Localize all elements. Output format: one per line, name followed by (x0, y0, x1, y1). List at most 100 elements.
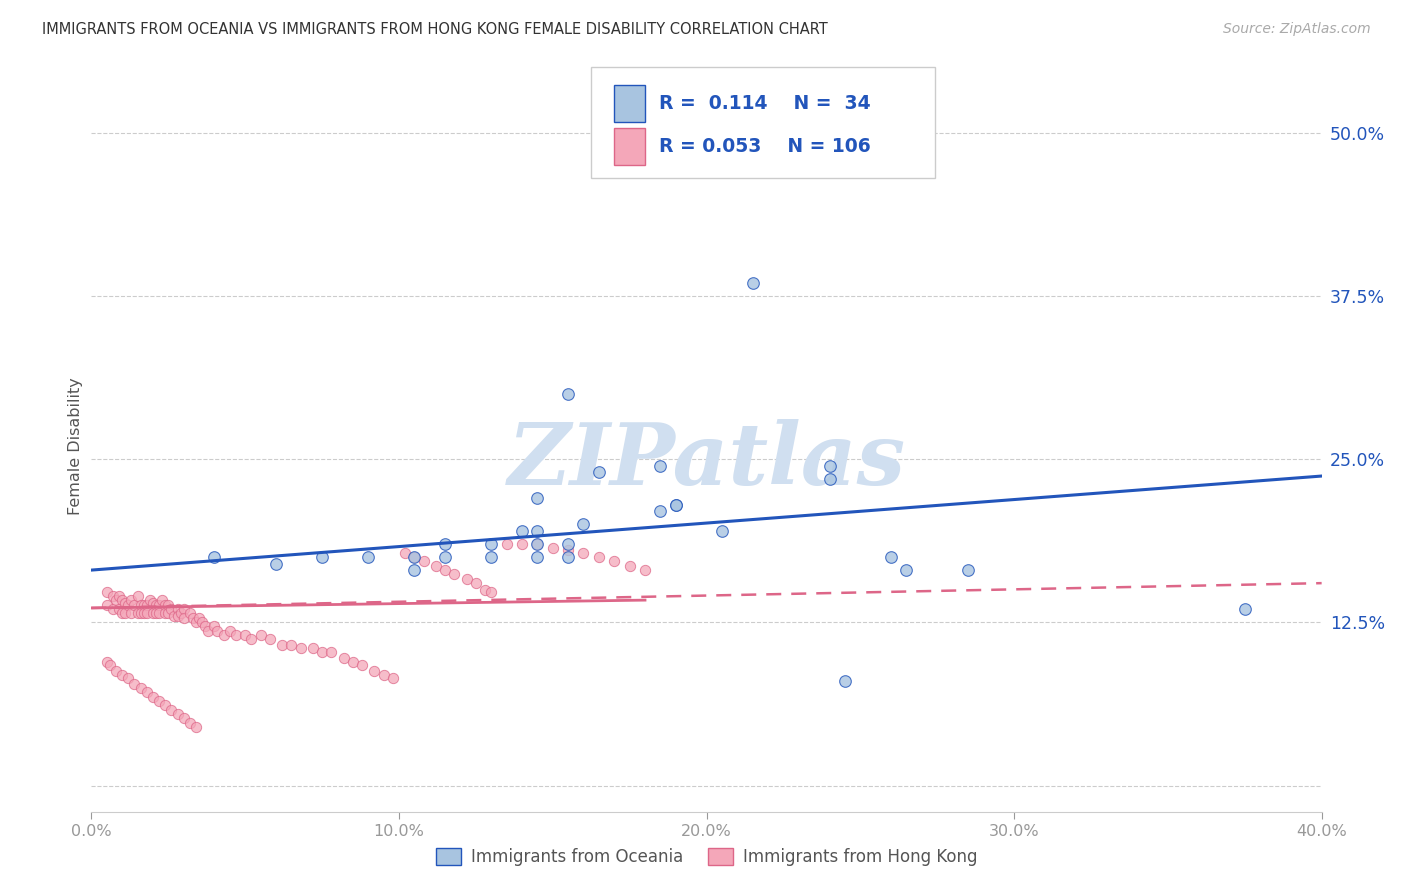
Point (557, 537, 579, 551)
Point (173, 711, 195, 725)
Point (117, 672, 139, 686)
Point (98, 658, 121, 673)
Point (153, 698, 177, 712)
Point (96, 655, 118, 669)
Point (350, 658, 373, 673)
Point (301, 641, 323, 656)
Text: IMMIGRANTS FROM OCEANIA VS IMMIGRANTS FROM HONG KONG FEMALE DISABILITY CORRELATI: IMMIGRANTS FROM OCEANIA VS IMMIGRANTS FR… (42, 22, 828, 37)
Y-axis label: Female Disability: Female Disability (67, 377, 83, 515)
Point (557, 543, 579, 558)
Point (148, 606, 170, 620)
Point (129, 606, 152, 620)
Point (557, 549, 579, 564)
Point (124, 599, 146, 613)
Point (412, 554, 434, 568)
Point (142, 690, 165, 704)
Point (145, 599, 167, 613)
Point (479, 537, 502, 551)
Point (526, 491, 548, 506)
Point (572, 517, 595, 532)
Point (135, 684, 157, 698)
Point (619, 559, 641, 574)
Point (394, 546, 416, 560)
Point (129, 681, 152, 695)
Point (880, 549, 903, 564)
Point (634, 563, 657, 577)
Point (434, 537, 457, 551)
Point (173, 611, 195, 625)
Point (101, 589, 124, 603)
Point (572, 546, 595, 560)
Point (526, 549, 548, 564)
Point (404, 563, 426, 577)
Point (650, 504, 672, 518)
Point (650, 458, 672, 473)
Point (479, 549, 502, 564)
Point (179, 715, 201, 730)
Point (896, 563, 918, 577)
Point (588, 465, 610, 479)
Point (1233, 602, 1256, 616)
Point (153, 599, 177, 613)
Point (135, 606, 157, 620)
Point (132, 599, 155, 613)
Point (184, 615, 207, 630)
Point (166, 608, 188, 623)
Point (153, 606, 177, 620)
Point (259, 632, 281, 647)
Point (443, 567, 465, 582)
Point (108, 589, 131, 603)
Point (233, 628, 256, 642)
Point (956, 563, 979, 577)
Point (96, 599, 118, 613)
Point (834, 674, 856, 689)
Point (160, 703, 183, 717)
Point (145, 606, 167, 620)
Point (456, 572, 478, 586)
Point (135, 599, 157, 613)
Point (157, 606, 180, 620)
Point (342, 655, 364, 669)
Point (710, 524, 733, 538)
Point (373, 667, 395, 681)
Point (404, 549, 426, 564)
Point (163, 608, 186, 623)
Point (510, 537, 533, 551)
Point (202, 549, 225, 564)
Point (127, 606, 149, 620)
Point (194, 619, 217, 633)
Point (557, 386, 579, 401)
Point (225, 628, 247, 642)
Point (264, 557, 287, 571)
Text: Source: ZipAtlas.com: Source: ZipAtlas.com (1223, 22, 1371, 37)
Text: R = 0.053    N = 106: R = 0.053 N = 106 (659, 136, 872, 156)
Point (148, 694, 170, 708)
Point (173, 602, 195, 616)
Point (179, 606, 201, 620)
Point (101, 602, 124, 616)
Point (212, 628, 235, 642)
Point (818, 472, 841, 486)
Point (434, 563, 457, 577)
Point (526, 524, 548, 538)
Point (741, 276, 763, 290)
Point (425, 559, 447, 574)
Point (184, 720, 207, 734)
Point (218, 624, 240, 639)
Point (818, 458, 841, 473)
Point (181, 611, 204, 625)
Point (191, 615, 214, 630)
Point (249, 628, 271, 642)
Point (148, 599, 170, 613)
Point (127, 589, 149, 603)
Point (363, 664, 385, 678)
Point (588, 549, 610, 564)
Point (240, 632, 263, 647)
Point (96, 585, 118, 599)
Point (665, 498, 688, 512)
Point (271, 638, 294, 652)
Point (541, 541, 564, 555)
Point (381, 672, 404, 686)
Point (404, 549, 426, 564)
Point (332, 650, 354, 665)
